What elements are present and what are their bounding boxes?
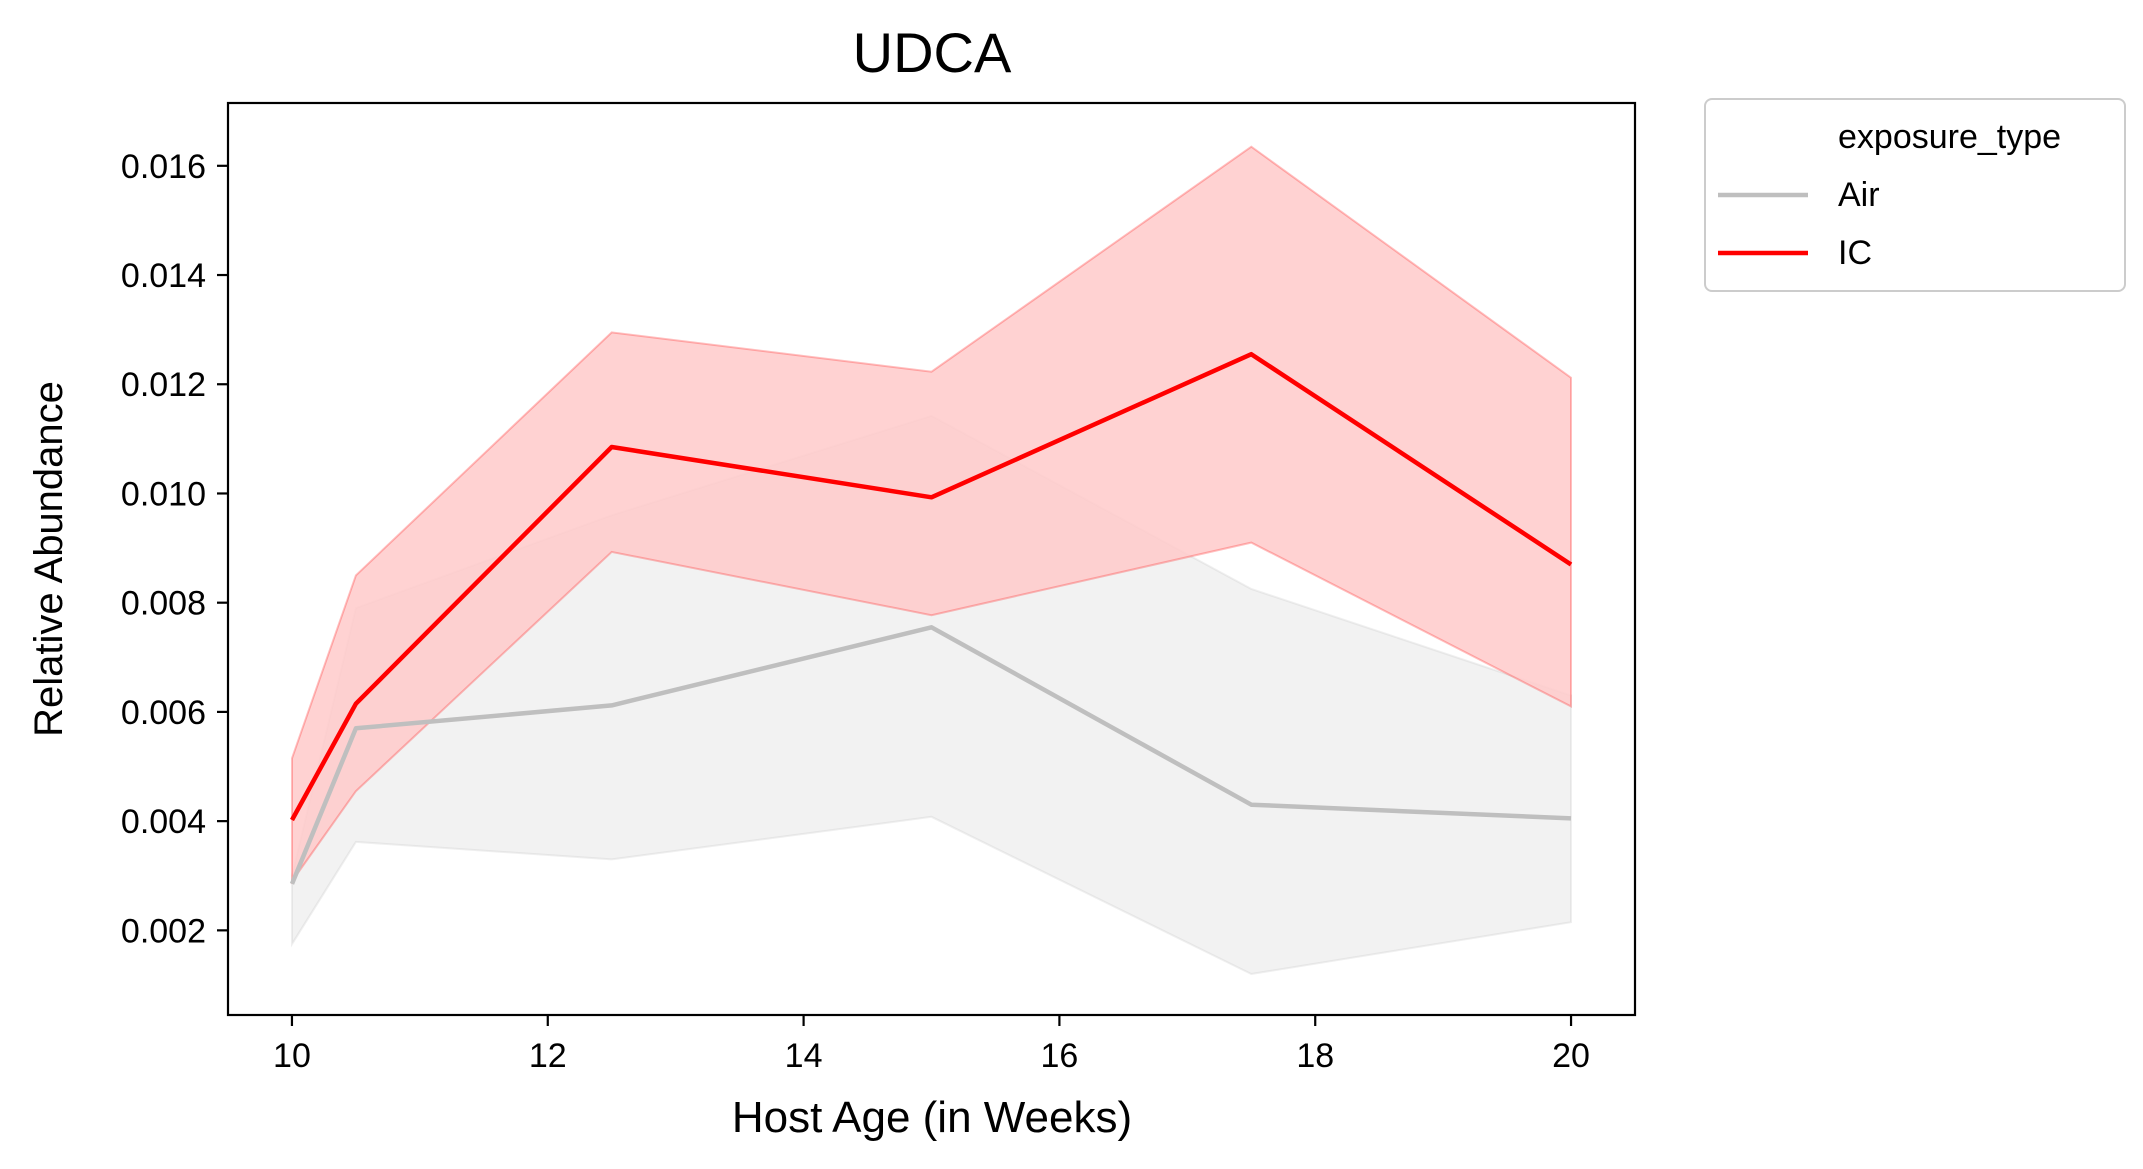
x-tick-label: 14: [785, 1037, 823, 1075]
y-tick-label: 0.004: [121, 803, 206, 841]
legend-label-air: Air: [1838, 176, 1880, 214]
x-tick-label: 10: [273, 1037, 311, 1075]
y-tick-label: 0.008: [121, 585, 206, 623]
series-line-ic: [290, 351, 1573, 822]
confidence-bands: [291, 145, 1572, 976]
y-tick-label: 0.002: [121, 912, 206, 950]
x-axis-label: Host Age (in Weeks): [732, 1093, 1132, 1142]
series-lines: [289, 351, 1573, 885]
series-line-air: [289, 625, 1572, 885]
legend-label-ic: IC: [1838, 234, 1872, 272]
x-axis-ticks: 10 12 14 16 18 20: [273, 1015, 1590, 1075]
y-axis-ticks: 0.002 0.004 0.006 0.008 0.010 0.012 0.014 0.016: [121, 148, 228, 950]
chart-title: UDCA: [853, 21, 1012, 84]
x-tick-label: 16: [1040, 1037, 1078, 1075]
x-tick-label: 20: [1552, 1037, 1590, 1075]
y-tick-label: 0.016: [121, 148, 206, 186]
legend: exposure_type Air IC: [1704, 98, 2126, 292]
y-tick-label: 0.014: [121, 257, 206, 295]
y-axis-label: Relative Abundance: [27, 381, 71, 737]
ci-band-ic: [291, 145, 1572, 885]
y-tick-label: 0.006: [121, 694, 206, 732]
y-tick-label: 0.012: [121, 366, 206, 404]
y-tick-label: 0.010: [121, 475, 206, 513]
plot-frame: [226, 101, 1637, 1017]
x-tick-label: 12: [529, 1037, 567, 1075]
x-tick-label: 18: [1296, 1037, 1334, 1075]
legend-box: [1704, 98, 2126, 292]
legend-title: exposure_type: [1838, 118, 2061, 156]
